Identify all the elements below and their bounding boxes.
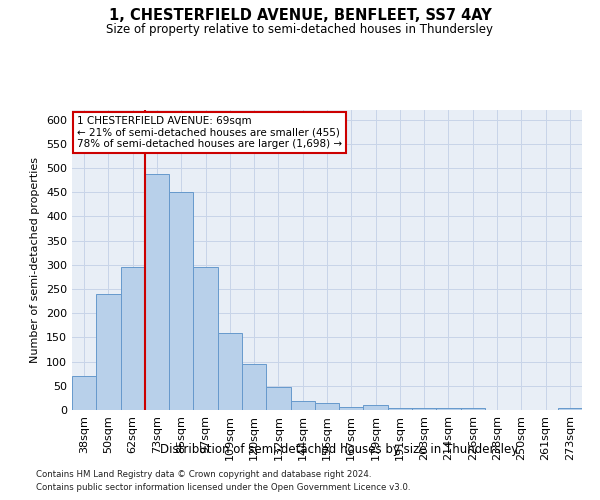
Bar — [145, 174, 169, 410]
Bar — [72, 376, 96, 410]
Bar — [266, 387, 290, 410]
Bar — [315, 403, 339, 410]
Bar — [242, 364, 266, 410]
Bar — [96, 294, 121, 410]
Text: Size of property relative to semi-detached houses in Thundersley: Size of property relative to semi-detach… — [107, 22, 493, 36]
Bar — [436, 408, 461, 410]
Bar — [169, 192, 193, 410]
Text: Contains HM Land Registry data © Crown copyright and database right 2024.: Contains HM Land Registry data © Crown c… — [36, 470, 371, 479]
Bar — [218, 332, 242, 410]
Bar — [290, 402, 315, 410]
Bar — [339, 406, 364, 410]
Bar — [193, 268, 218, 410]
Bar — [388, 408, 412, 410]
Bar — [121, 268, 145, 410]
Bar — [558, 408, 582, 410]
Bar — [461, 408, 485, 410]
Bar — [412, 408, 436, 410]
Bar — [364, 405, 388, 410]
Text: 1 CHESTERFIELD AVENUE: 69sqm
← 21% of semi-detached houses are smaller (455)
78%: 1 CHESTERFIELD AVENUE: 69sqm ← 21% of se… — [77, 116, 342, 149]
Text: Contains public sector information licensed under the Open Government Licence v3: Contains public sector information licen… — [36, 482, 410, 492]
Y-axis label: Number of semi-detached properties: Number of semi-detached properties — [31, 157, 40, 363]
Text: Distribution of semi-detached houses by size in Thundersley: Distribution of semi-detached houses by … — [160, 442, 518, 456]
Text: 1, CHESTERFIELD AVENUE, BENFLEET, SS7 4AY: 1, CHESTERFIELD AVENUE, BENFLEET, SS7 4A… — [109, 8, 491, 22]
